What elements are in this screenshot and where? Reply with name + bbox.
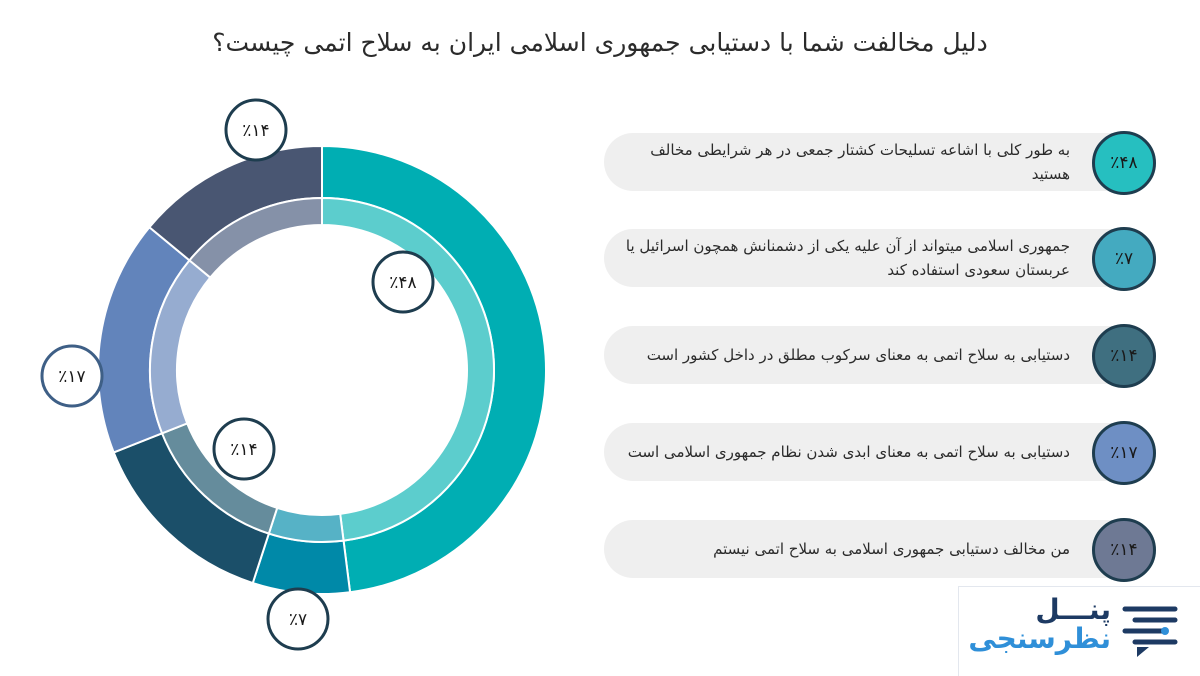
- legend-item-label: دستیابی به سلاح اتمی به معنای ابدی شدن ن…: [627, 443, 1070, 461]
- slice-label-0: ٪۴۸: [371, 250, 435, 314]
- legend-item-2: دستیابی به سلاح اتمی به معنای سرکوب مطلق…: [604, 324, 1156, 388]
- slice-label-text-3: ٪۱۷: [58, 367, 85, 387]
- page-title: دلیل مخالفت شما با دستیابی جمهوری اسلامی…: [212, 28, 988, 57]
- legend-item-label: دستیابی به سلاح اتمی به معنای سرکوب مطلق…: [646, 346, 1070, 364]
- legend-item-value: ٪۱۷: [1092, 421, 1156, 485]
- slice-label-1: ٪۷: [266, 587, 330, 651]
- slice-label-text-4: ٪۱۴: [242, 121, 269, 141]
- slice-label-2: ٪۱۴: [212, 417, 276, 481]
- chat-lines-icon: [1122, 606, 1178, 657]
- slice-label-text-1: ٪۷: [289, 610, 307, 630]
- legend-item-label: من مخالف دستیابی جمهوری اسلامی به سلاح ا…: [713, 540, 1070, 558]
- legend-item-value: ٪۷: [1092, 227, 1156, 291]
- slice-label-text-0: ٪۴۸: [389, 273, 416, 293]
- logo: پنـــل نظرسنجی: [958, 586, 1200, 676]
- donut-slice-inner-4: [188, 196, 323, 279]
- legend-item-value: ٪۴۸: [1092, 131, 1156, 195]
- legend-item-4: من مخالف دستیابی جمهوری اسلامی به سلاح ا…: [604, 518, 1156, 582]
- slice-label-text-2: ٪۱۴: [230, 440, 257, 460]
- slice-label-4: ٪۱۴: [224, 98, 288, 162]
- donut-slice-outer-1: [251, 532, 352, 595]
- legend-item-value: ٪۱۴: [1092, 324, 1156, 388]
- logo-line-2: نظرسنجی: [968, 622, 1111, 656]
- donut-chart: ٪۴۸ ٪۷ ٪۱۴ ٪۱۷ ٪۱۴: [40, 98, 547, 651]
- legend-item-1: جمهوری اسلامی میتواند از آن علیه یکی از …: [604, 227, 1156, 291]
- logo-line-1: پنـــل: [1035, 593, 1111, 626]
- donut-slice-inner-1: [267, 506, 345, 543]
- legend-item-label: به طور کلی با اشاعه تسلیحات کشتار جمعی د…: [650, 141, 1070, 183]
- slice-label-3: ٪۱۷: [40, 344, 104, 408]
- legend-item-3: دستیابی به سلاح اتمی به معنای ابدی شدن ن…: [604, 421, 1156, 485]
- legend-item-label: جمهوری اسلامی میتواند از آن علیه یکی از …: [625, 237, 1070, 279]
- legend-item-value: ٪۱۴: [1092, 518, 1156, 582]
- legend-item-0: به طور کلی با اشاعه تسلیحات کشتار جمعی د…: [604, 131, 1156, 195]
